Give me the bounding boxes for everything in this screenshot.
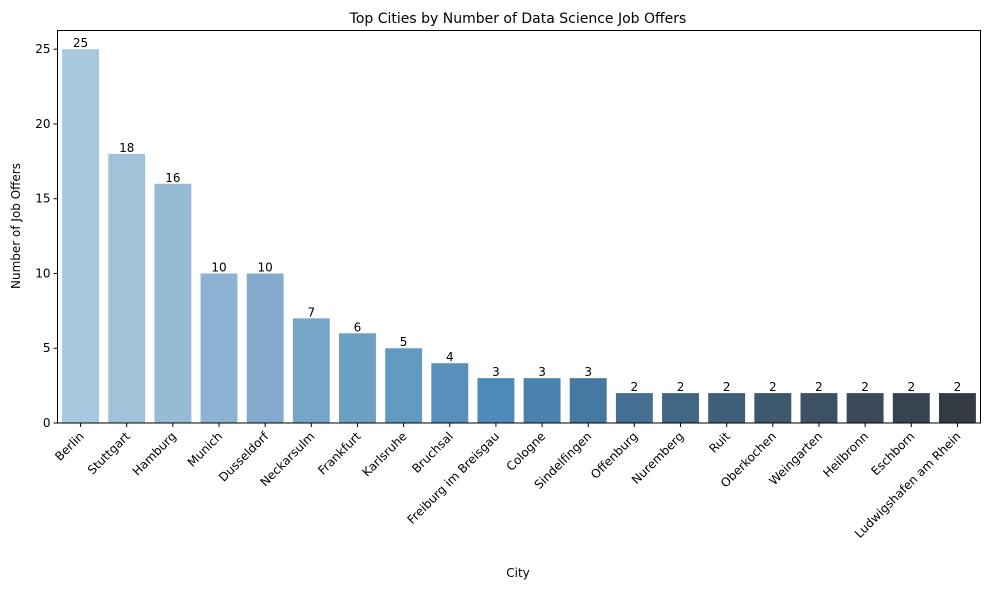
data-label: 4 xyxy=(446,350,454,364)
bar-nuremberg xyxy=(662,393,699,423)
data-label: 16 xyxy=(165,171,180,185)
data-label: 2 xyxy=(769,380,777,394)
x-tick-label: Hamburg xyxy=(130,429,179,478)
bar-karlsruhe xyxy=(385,348,423,423)
bar-hamburg xyxy=(154,183,192,423)
data-label: 3 xyxy=(584,365,592,379)
data-label: 25 xyxy=(73,36,88,50)
bar-stuttgart xyxy=(108,153,146,423)
chart-title: Top Cities by Number of Data Science Job… xyxy=(349,11,687,27)
data-label: 10 xyxy=(258,260,273,274)
bar-bruchsal xyxy=(431,363,469,423)
data-label: 2 xyxy=(954,380,962,394)
x-tick-label: Bruchsal xyxy=(409,429,456,476)
data-label: 2 xyxy=(631,380,639,394)
bar-heilbronn xyxy=(846,393,884,423)
bar-ruit xyxy=(708,393,746,423)
data-label: 18 xyxy=(119,141,134,155)
bar-berlin xyxy=(62,49,100,423)
bar-frankfurt xyxy=(339,333,376,423)
data-label: 3 xyxy=(492,365,500,379)
data-label: 2 xyxy=(815,380,823,394)
bar-dusseldorf xyxy=(246,273,284,423)
bar-ludwigshafen-am-rhein xyxy=(938,393,976,423)
data-label: 2 xyxy=(677,380,685,394)
x-tick-label: Ruit xyxy=(706,429,733,456)
x-tick-label: Eschborn xyxy=(868,429,917,478)
bar-oberkochen xyxy=(754,393,792,423)
x-tick-label: Karlsruhe xyxy=(359,429,409,479)
bar-freiburg-im-breisgau xyxy=(477,378,515,423)
y-axis-label: Number of Job Offers xyxy=(9,163,23,289)
data-label: 2 xyxy=(907,380,915,394)
y-tick-label: 0 xyxy=(43,416,51,430)
x-tick-label: Frankfurt xyxy=(315,429,364,478)
data-label: 7 xyxy=(308,305,316,319)
x-tick-label: Heilbronn xyxy=(820,429,871,480)
y-tick-label: 5 xyxy=(43,341,51,355)
bar-cologne xyxy=(523,378,561,423)
x-tick-label: Freiburg im Breisgau xyxy=(404,429,502,527)
data-label: 3 xyxy=(538,365,546,379)
bar-eschborn xyxy=(892,393,930,423)
x-tick-label: Cologne xyxy=(504,429,549,474)
x-axis-label: City xyxy=(506,566,530,580)
data-label: 2 xyxy=(861,380,869,394)
y-tick-label: 15 xyxy=(35,192,50,206)
x-tick-label: Munich xyxy=(185,429,225,469)
y-tick-label: 10 xyxy=(35,266,50,280)
bar-neckarsulm xyxy=(292,318,330,423)
data-label: 2 xyxy=(723,380,731,394)
data-label: 10 xyxy=(211,260,226,274)
data-label: 5 xyxy=(400,335,408,349)
plot-frame xyxy=(57,30,981,424)
data-label: 6 xyxy=(354,320,362,334)
y-tick-label: 25 xyxy=(35,42,50,56)
bar-munich xyxy=(200,273,238,423)
bar-offenburg xyxy=(615,393,653,423)
x-tick-label: Berlin xyxy=(52,429,87,464)
y-tick-label: 20 xyxy=(35,117,50,131)
bar-sindelfingen xyxy=(569,378,607,423)
bar-weingarten xyxy=(800,393,838,423)
x-tick-label: Stuttgart xyxy=(85,429,133,477)
